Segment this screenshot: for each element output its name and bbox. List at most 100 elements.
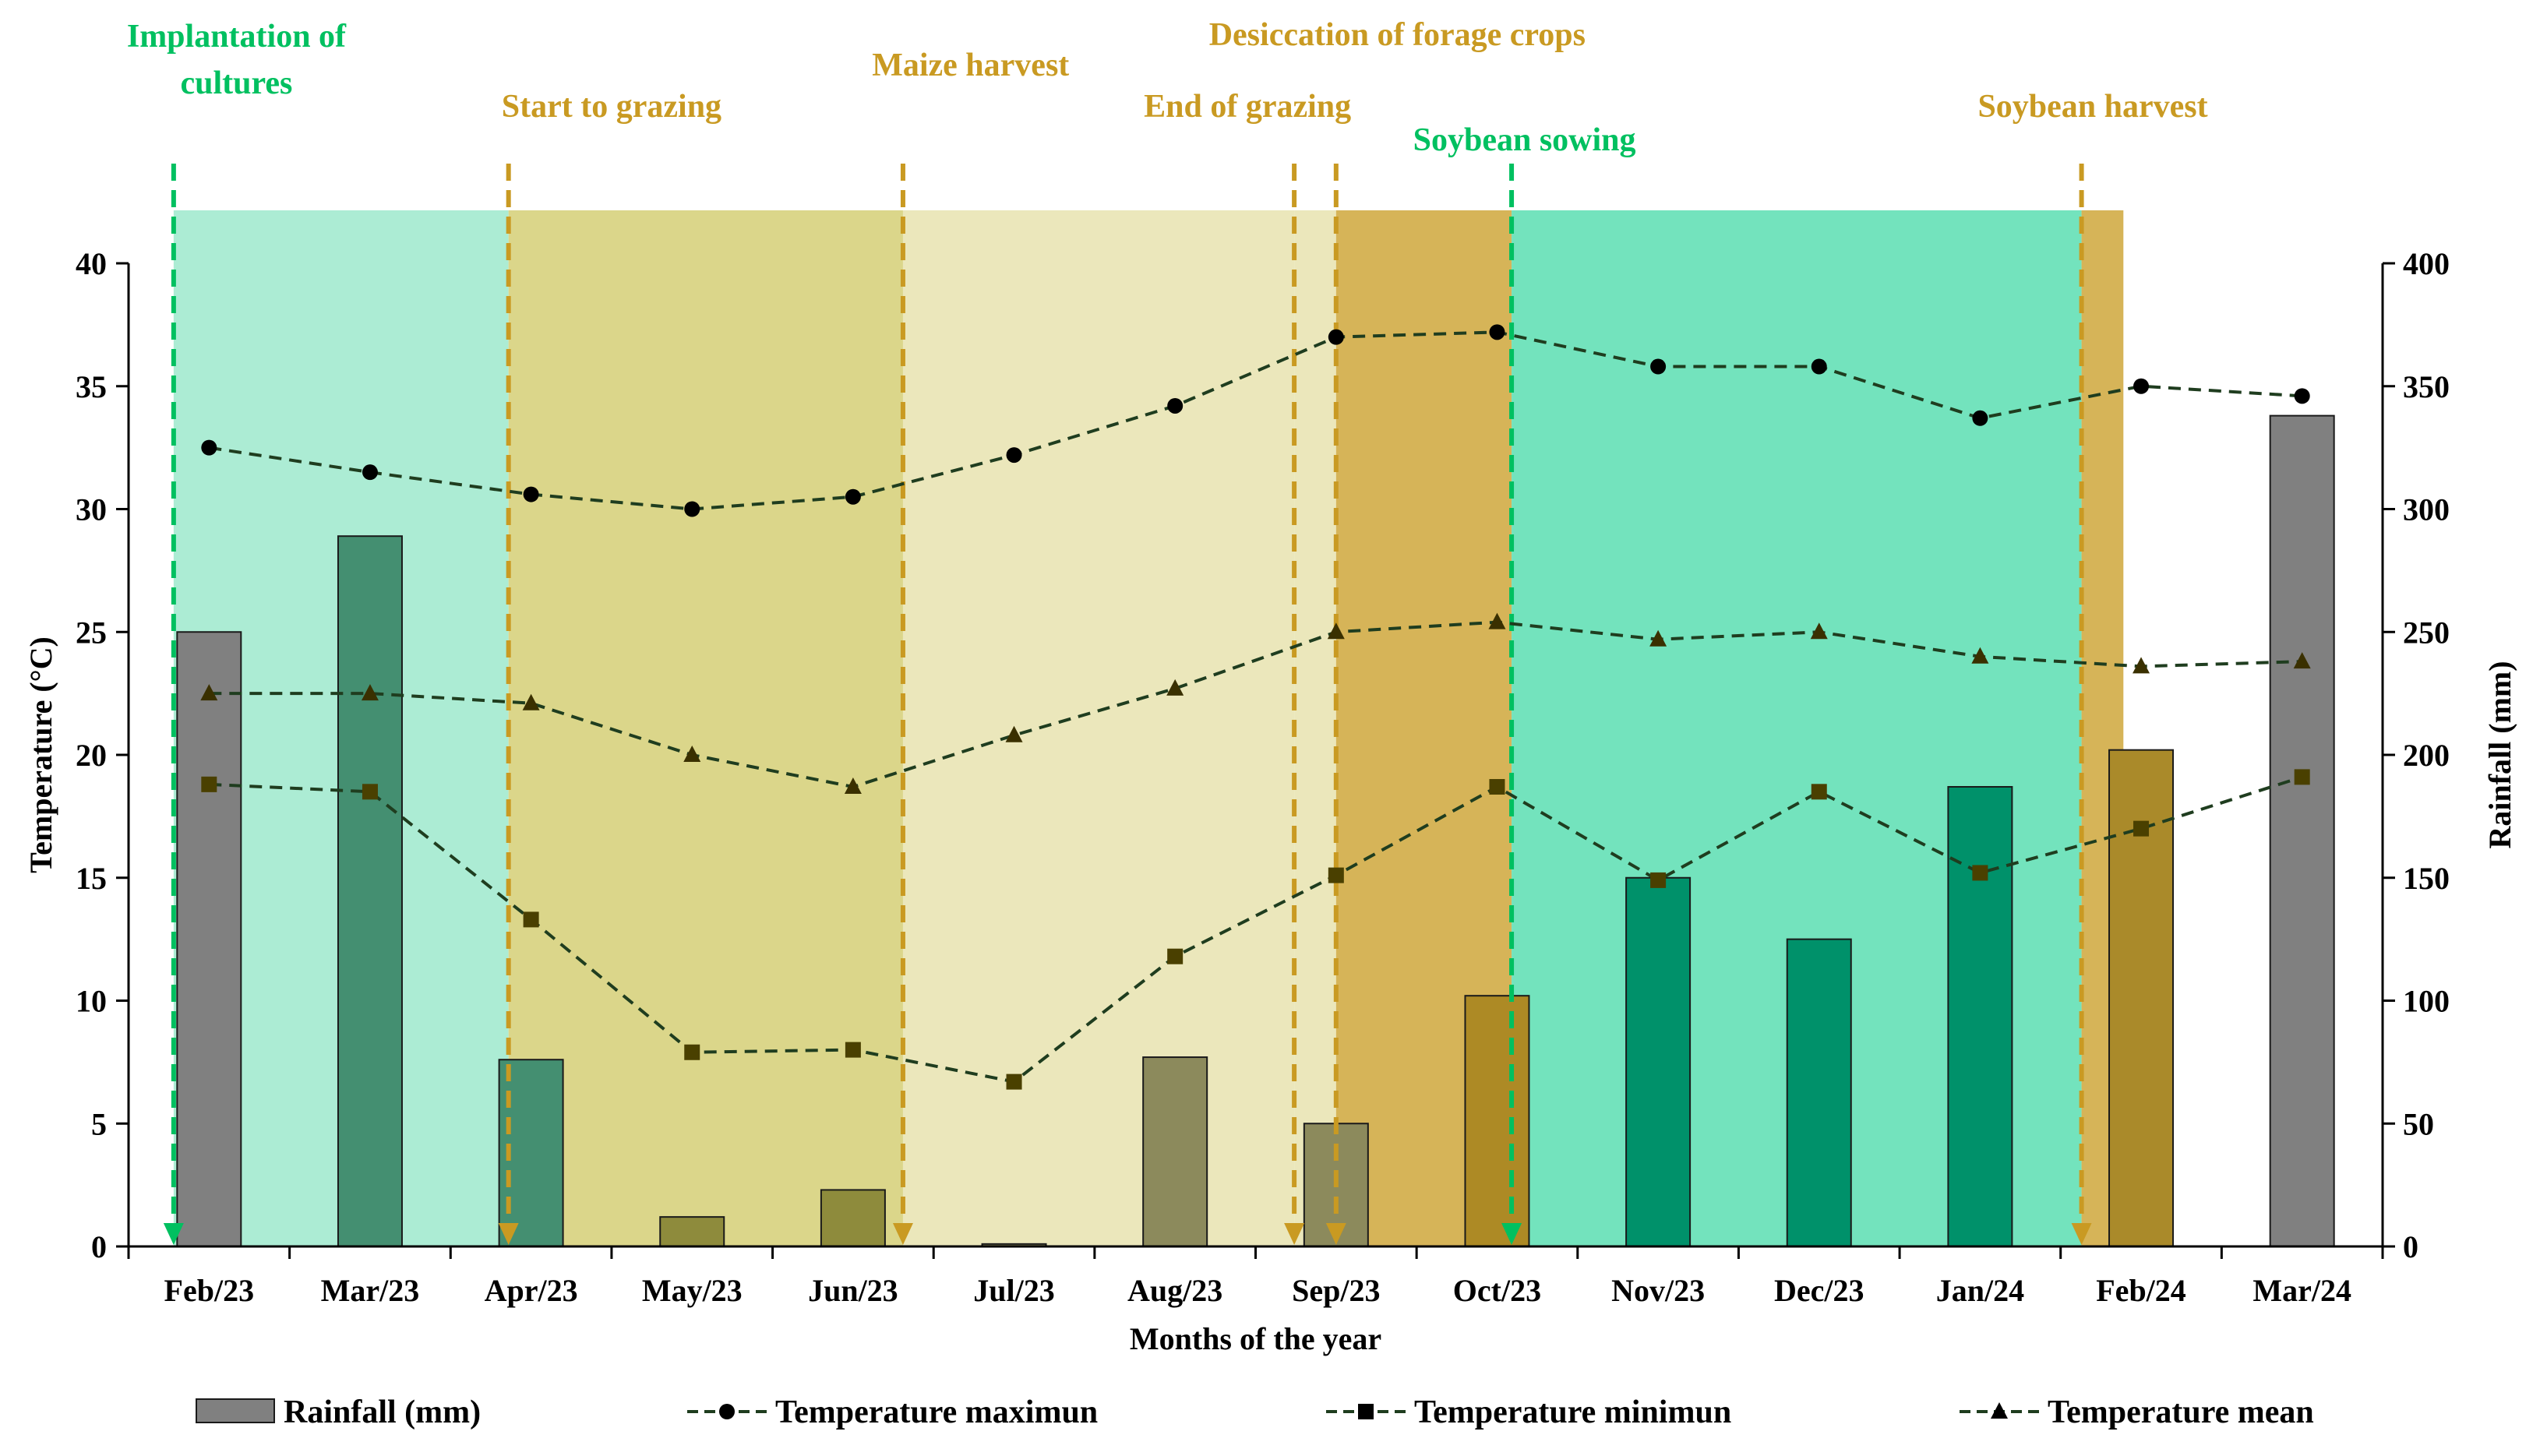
point-triangle-Aug-23 [1166,679,1184,696]
phase-band-1 [508,210,903,1246]
x-tick-label-Mar-23: Mar/23 [321,1273,420,1308]
right-tick-label-400: 400 [2403,246,2450,281]
rainfall-bar-Mar-24 [2269,414,2335,1247]
point-triangle-Oct-23 [1488,612,1506,629]
point-triangle-Mar-24 [2293,652,2311,669]
point-triangle-Jan-24 [1971,647,1989,664]
series-line-square [209,775,2303,1084]
rainfall-bar-Oct-23 [1464,995,1530,1247]
rainfall-bar-Jun-23 [820,1189,886,1248]
point-circle-Nov-23 [1650,358,1667,375]
axes: 0510152025303540050100150200250300350400… [23,246,2517,1356]
event-label-3: Desiccation of forage crops [1209,17,1586,53]
left-axis-title: Temperature (°C) [23,636,58,873]
point-square-Jun-23 [845,1042,861,1058]
x-tick-label-Oct-23: Oct/23 [1453,1273,1541,1308]
x-tick-label-Nov-23: Nov/23 [1611,1273,1705,1308]
rainfall-bar-May-23 [659,1216,725,1248]
point-circle-Jun-23 [845,488,861,505]
x-tick-label-Feb-24: Feb/24 [2096,1273,2186,1308]
series-line-circle [209,330,2302,511]
point-square-Jul-23 [1006,1073,1022,1090]
legend: Rainfall (mm) Temperature maximun Temperat… [196,1394,2314,1430]
point-triangle-Mar-23 [361,684,379,701]
rainfall-bar-Nov-23 [1625,876,1692,1247]
legend-label-rainfall: Rainfall (mm) [284,1394,481,1430]
x-tick-label-May-23: May/23 [642,1273,743,1308]
point-circle-Jan-24 [1972,410,1988,426]
point-triangle-Feb-23 [200,684,218,701]
left-tick-label-30: 30 [76,492,107,527]
point-circle-Feb-23 [201,439,217,456]
x-tick-label-Dec-23: Dec/23 [1774,1273,1864,1308]
point-triangle-Sep-23 [1327,622,1345,640]
left-tick-label-0: 0 [91,1229,107,1264]
event-label-6: Soybean harvest [1977,89,2207,125]
point-square-Mar-23 [362,784,378,800]
event-arrow-3 [1325,1223,1346,1245]
event-arrow-0 [163,1223,184,1245]
point-circle-Mar-23 [362,464,378,481]
point-triangle-Jun-23 [844,777,862,795]
point-square-Nov-23 [1650,872,1667,888]
point-circle-Sep-23 [1328,329,1344,345]
legend-label-circle: Temperature maximun [775,1394,1098,1430]
right-tick-label-350: 350 [2403,369,2450,404]
point-circle-Dec-23 [1811,358,1827,375]
right-tick-label-250: 250 [2403,615,2450,650]
point-circle-Aug-23 [1167,397,1184,414]
phase-band-2 [902,210,1295,1246]
rainfall-bar-Dec-23 [1786,938,1852,1247]
point-square-Feb-24 [2133,820,2150,837]
point-square-Dec-23 [1811,784,1827,800]
phase-backgrounds [173,210,2124,1246]
x-tick-label-Jan-24: Jan/24 [1936,1273,2024,1308]
left-tick-label-20: 20 [76,738,107,773]
rainfall-bar-Jan-24 [1947,786,2013,1247]
phase-band-3 [1294,210,1336,1246]
event-arrow-6 [2071,1223,2092,1245]
left-tick-label-10: 10 [76,984,107,1019]
point-circle-May-23 [684,501,700,517]
point-square-Sep-23 [1328,867,1344,883]
event-arrow-2 [892,1223,913,1245]
event-label-1: Start to grazing [502,89,721,125]
legend-label-square: Temperature minimun [1414,1394,1731,1430]
event-label-4: End of grazing [1144,89,1351,125]
point-square-Oct-23 [1489,779,1505,795]
temperature-lines [200,324,2311,1090]
series-line-triangle [209,620,2302,789]
point-circle-Feb-24 [2133,378,2150,394]
legend-marker-circle [719,1404,735,1419]
x-tick-label-Mar-24: Mar/24 [2252,1273,2351,1308]
legend-marker-triangle [1991,1402,2008,1419]
x-tick-label-Apr-23: Apr/23 [485,1273,578,1308]
event-label-5: Soybean sowing [1413,122,1636,158]
point-triangle-Apr-23 [522,693,540,710]
left-tick-label-35: 35 [76,369,107,404]
point-square-Aug-23 [1167,948,1184,964]
point-square-Jan-24 [1972,865,1988,881]
point-triangle-Jul-23 [1005,725,1023,742]
x-axis-title: Months of the year [1130,1321,1381,1356]
rainfall-bar-Aug-23 [1142,1056,1208,1247]
point-square-Feb-23 [201,776,217,792]
rainfall-bar-Mar-23 [337,535,403,1247]
event-arrow-1 [498,1223,519,1245]
event-label-2: Maize harvest [872,48,1069,83]
x-tick-label-Jun-23: Jun/23 [808,1273,898,1308]
left-tick-label-25: 25 [76,615,107,650]
point-square-Apr-23 [523,911,539,928]
right-axis-title: Rainfall (mm) [2482,661,2517,848]
point-circle-Apr-23 [523,486,539,502]
legend-swatch-rainfall [196,1398,275,1423]
left-tick-label-15: 15 [76,861,107,896]
x-tick-label-Aug-23: Aug/23 [1127,1273,1222,1308]
event-markers: Implantation of cultures Start to grazing M… [127,17,2208,1245]
legend-label-triangle: Temperature mean [2048,1394,2314,1430]
legend-marker-square [1358,1404,1374,1419]
event-label-0: Implantation of cultures [127,19,347,101]
point-square-Mar-24 [2294,769,2310,785]
